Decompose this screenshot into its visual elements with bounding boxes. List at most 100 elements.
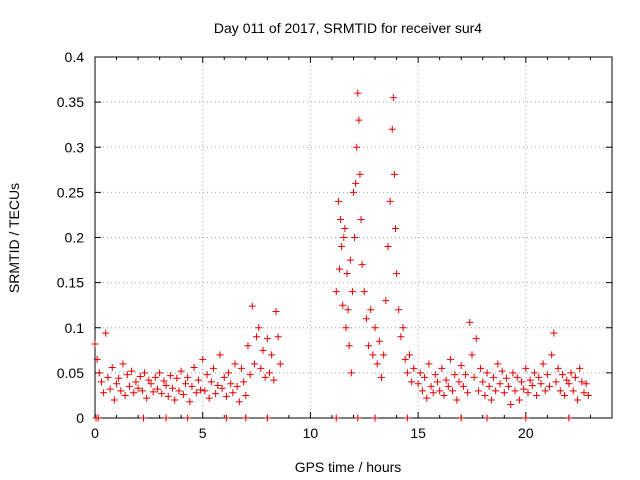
data-point (222, 392, 230, 400)
y-tick-label: 0.25 (57, 184, 84, 200)
data-point (229, 389, 237, 397)
data-point (250, 360, 258, 368)
data-point (429, 389, 437, 397)
data-point (472, 335, 480, 343)
data-point (440, 391, 448, 399)
data-point (554, 364, 562, 372)
data-point (546, 382, 554, 390)
y-tick-label: 0.2 (65, 230, 85, 246)
data-point (255, 324, 263, 332)
data-point (520, 385, 528, 393)
data-point (115, 374, 123, 382)
data-point (93, 355, 101, 363)
data-point (158, 390, 166, 398)
data-point (392, 224, 400, 232)
data-point (574, 396, 582, 404)
data-point (438, 364, 446, 372)
data-point (340, 234, 348, 241)
data-point (347, 369, 355, 377)
data-point (203, 371, 211, 379)
data-point (457, 362, 465, 370)
data-point (166, 372, 174, 380)
data-point (186, 398, 194, 406)
data-point (539, 360, 547, 368)
data-point (399, 324, 407, 332)
data-point (132, 378, 140, 386)
data-point (97, 378, 105, 386)
data-point (121, 391, 129, 399)
data-point (143, 394, 151, 402)
data-point (160, 377, 168, 385)
x-tick-label: 0 (91, 425, 99, 441)
data-point (580, 389, 588, 397)
data-point (556, 387, 564, 395)
data-point (582, 380, 590, 388)
data-point (479, 378, 487, 386)
data-point (444, 382, 452, 390)
data-point (466, 318, 474, 326)
data-point (533, 391, 541, 399)
data-point (451, 371, 459, 379)
data-point (147, 380, 155, 388)
data-point (218, 384, 226, 392)
x-tick-label: 5 (199, 425, 207, 441)
data-point (513, 373, 521, 381)
data-point (354, 414, 362, 422)
data-point (220, 373, 228, 381)
data-point (528, 382, 536, 390)
y-tick-label: 0.05 (57, 365, 84, 381)
data-point (511, 387, 519, 395)
data-point (578, 378, 586, 386)
data-point (507, 400, 515, 408)
data-point (184, 414, 192, 422)
data-point (388, 125, 396, 133)
data-point (522, 414, 530, 422)
data-point (425, 360, 433, 368)
data-point (565, 414, 573, 422)
data-point (565, 380, 573, 388)
data-point (410, 364, 418, 372)
data-point (231, 360, 239, 368)
data-point (342, 324, 350, 332)
data-point (104, 373, 112, 381)
data-point (94, 414, 102, 422)
data-point (500, 389, 508, 397)
data-point (225, 369, 233, 377)
data-point (434, 378, 442, 386)
data-point (483, 369, 491, 377)
data-point (91, 340, 99, 348)
data-point (348, 288, 356, 296)
data-point (352, 179, 360, 187)
data-point (390, 170, 398, 178)
data-point (346, 256, 354, 264)
y-tick-label: 0 (76, 410, 84, 426)
data-point (384, 243, 392, 251)
data-point (369, 351, 377, 359)
data-point (496, 380, 504, 388)
data-point (502, 374, 510, 382)
data-point (197, 386, 205, 394)
data-point (431, 371, 439, 379)
data-point (139, 414, 147, 422)
data-point (149, 388, 157, 396)
data-point (509, 369, 517, 377)
data-point (341, 224, 349, 232)
data-point (474, 387, 482, 395)
data-point (162, 382, 170, 390)
data-point (356, 170, 364, 178)
data-point (462, 371, 470, 379)
data-point (242, 414, 250, 422)
data-point (240, 378, 248, 386)
data-point (354, 89, 362, 97)
data-point (382, 297, 390, 305)
data-point (550, 329, 558, 337)
data-point (100, 389, 108, 397)
data-point (102, 329, 110, 337)
data-point (216, 351, 224, 359)
data-point (343, 270, 351, 278)
data-point (457, 414, 465, 422)
data-point (416, 369, 424, 377)
data-point (194, 376, 202, 384)
data-point (337, 215, 345, 223)
